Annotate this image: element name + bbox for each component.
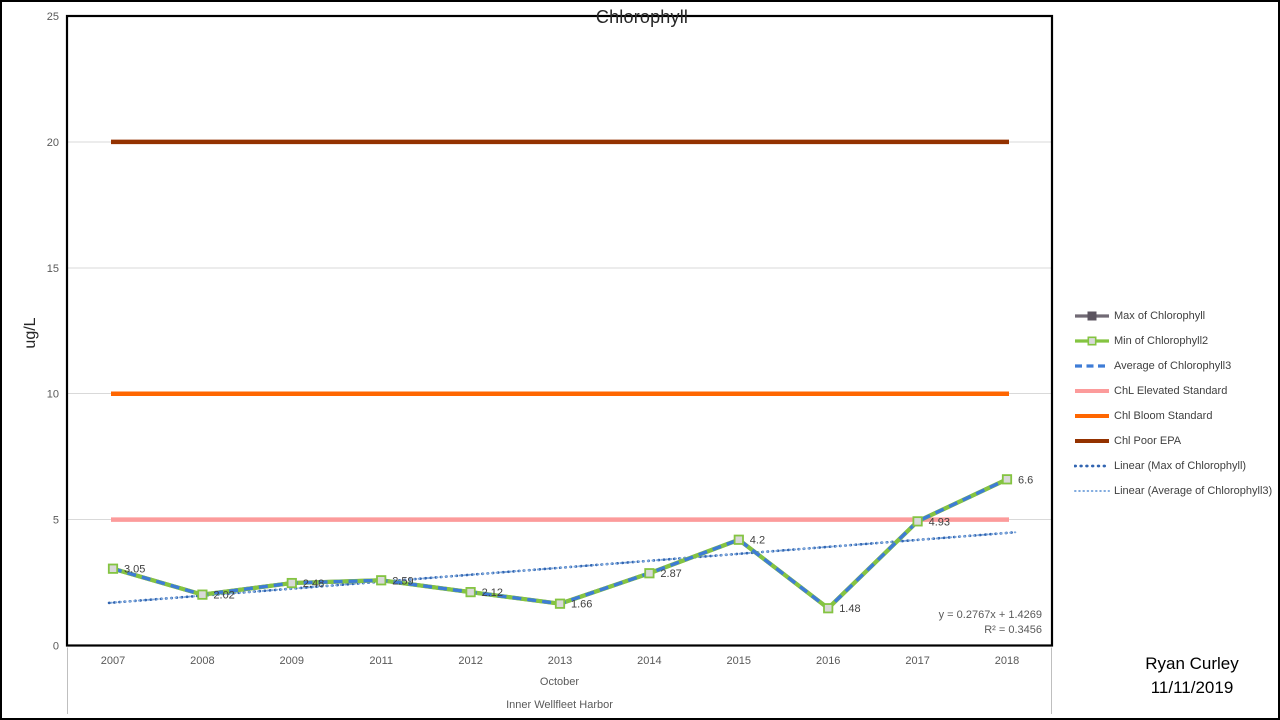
data-label: 4.2 — [750, 535, 765, 547]
legend-marker — [1087, 310, 1097, 321]
x-tick-label: 2008 — [190, 655, 214, 667]
data-label: 6.6 — [1018, 474, 1033, 486]
x-tick-label: 2017 — [905, 655, 929, 667]
data-label: 1.66 — [571, 599, 592, 611]
legend-swatch-solid — [1075, 438, 1109, 443]
x-tick-label: 2018 — [995, 655, 1019, 667]
legend-label: Chl Bloom Standard — [1114, 409, 1213, 422]
author-name: Ryan Curley — [1145, 654, 1239, 673]
data-point-marker — [376, 575, 387, 586]
x-tick-label: 2016 — [816, 655, 840, 667]
data-point-marker — [644, 568, 655, 579]
data-label: 2.87 — [660, 568, 681, 580]
data-point-marker — [197, 589, 208, 600]
legend-label: ChL Elevated Standard — [1114, 384, 1228, 397]
legend-marker — [1087, 335, 1097, 346]
legend-swatch-dotted-small — [1074, 489, 1110, 492]
author-note: Ryan Curley 11/11/2019 — [1107, 652, 1277, 700]
x-tick-label: 2015 — [727, 655, 751, 667]
chart-title: Chlorophyll — [595, 7, 689, 27]
x-tick-label: 2007 — [101, 655, 125, 667]
legend-label: Max of Chlorophyll — [1114, 309, 1206, 322]
x-axis-sublabel-site: Inner Wellfleet Harbor — [506, 699, 613, 711]
data-point-marker — [912, 516, 923, 527]
data-label: 2.12 — [482, 587, 503, 599]
legend-item-6[interactable]: Linear (Max of Chlorophyll) — [1074, 453, 1274, 478]
data-point-marker — [733, 534, 744, 545]
plot-area-border — [65, 14, 1054, 647]
data-label: 2.48 — [303, 578, 324, 590]
legend-item-4[interactable]: Chl Bloom Standard — [1074, 403, 1274, 428]
x-axis-sublabel-month: October — [539, 676, 580, 688]
legend-item-1[interactable]: Min of Chlorophyll2 — [1074, 328, 1274, 353]
data-label: 4.93 — [929, 516, 950, 528]
data-point-marker — [554, 598, 566, 609]
legend-item-2[interactable]: Average of Chlorophyll3 — [1074, 353, 1274, 378]
y-tick-label: 10 — [47, 389, 59, 401]
trendline-annotation: y = 0.2767x + 1.4269 R² = 0.3456 — [792, 608, 1042, 638]
legend-label: Linear (Max of Chlorophyll) — [1114, 459, 1247, 472]
data-label: 1.48 — [839, 603, 860, 615]
trendline-average — [108, 531, 1017, 604]
data-point-marker — [465, 587, 476, 598]
trendline-equation: y = 0.2767x + 1.4269 — [938, 609, 1042, 621]
data-label: 3.05 — [124, 564, 145, 576]
y-axis-title: ug/L — [22, 317, 39, 349]
legend-label: Min of Chlorophyll2 — [1114, 334, 1209, 347]
legend-label: Chl Poor EPA — [1114, 434, 1182, 447]
legend-swatch-dashed — [1075, 363, 1109, 368]
legend-label: Linear (Average of Chlorophyll3) — [1114, 484, 1273, 497]
data-point-marker — [1001, 474, 1013, 485]
y-tick-label: 15 — [47, 263, 59, 275]
legend-label: Average of Chlorophyll3 — [1114, 359, 1232, 372]
chart-legend: Max of Chlorophyll Min of Chlorophyll2 Ave… — [1074, 303, 1274, 503]
x-tick-label: 2014 — [637, 655, 661, 667]
y-tick-label: 0 — [53, 641, 59, 653]
data-label: 2.59 — [392, 575, 413, 587]
legend-item-5[interactable]: Chl Poor EPA — [1074, 428, 1274, 453]
x-tick-label: 2011 — [369, 655, 393, 667]
legend-item-7[interactable]: Linear (Average of Chlorophyll3) — [1074, 478, 1274, 503]
x-tick-label: 2012 — [458, 655, 482, 667]
y-tick-label: 5 — [53, 515, 59, 527]
x-tick-label: 2013 — [548, 655, 572, 667]
legend-item-0[interactable]: Max of Chlorophyll — [1074, 303, 1274, 328]
y-tick-label: 20 — [47, 137, 59, 149]
author-date: 11/11/2019 — [1150, 678, 1234, 697]
data-point-marker — [823, 603, 834, 614]
legend-swatch-solid — [1075, 413, 1109, 418]
data-point-marker — [286, 577, 297, 589]
x-tick-label: 2009 — [280, 655, 304, 667]
data-label: 2.02 — [213, 590, 234, 602]
legend-swatch-line-marker — [1075, 335, 1109, 346]
legend-swatch-dotted-large — [1074, 464, 1110, 467]
trendline-r-squared: R² = 0.3456 — [984, 624, 1042, 636]
legend-swatch-line-marker — [1075, 310, 1109, 321]
y-tick-label: 25 — [47, 11, 59, 23]
data-point-marker — [107, 563, 119, 574]
legend-item-3[interactable]: ChL Elevated Standard — [1074, 378, 1274, 403]
legend-swatch-solid — [1075, 388, 1109, 393]
